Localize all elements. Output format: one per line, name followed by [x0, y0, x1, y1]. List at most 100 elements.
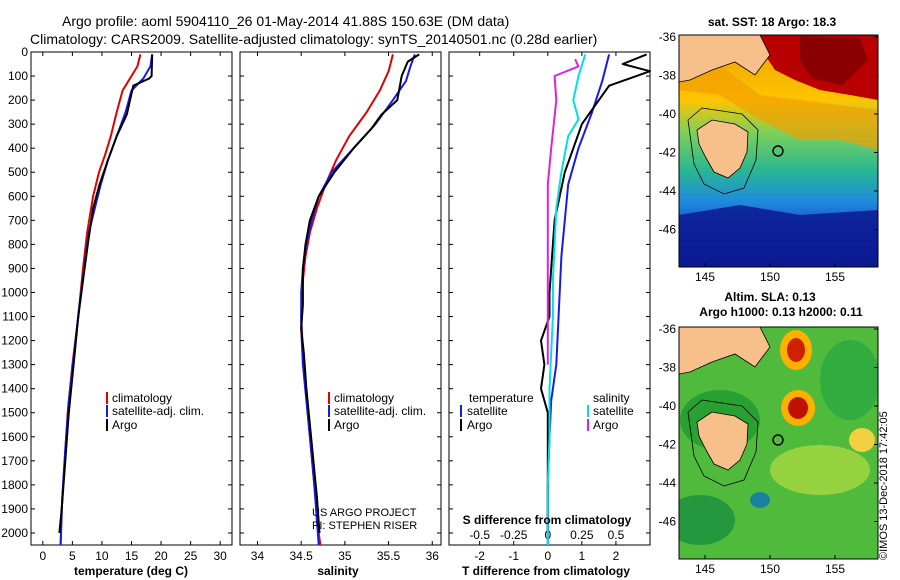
x-tick-label: 35: [338, 549, 352, 563]
map-lat-tick-label: -42: [659, 146, 677, 160]
map-lat-tick-label: -40: [659, 107, 677, 121]
project-annotation-line2: PI: STEPHEN RISER: [312, 520, 417, 532]
sst-map-frame: [678, 34, 879, 268]
depth-tick-label: 1600: [1, 430, 28, 444]
temperature-xlabel: temperature (deg C): [74, 564, 188, 578]
legend-satellite-label: satellite-adj. clim.: [334, 404, 426, 418]
s-difference-tick-label: 0.25: [570, 528, 594, 542]
salinity-plot-frame: [239, 51, 442, 546]
s-difference-xlabel: S difference from climatology: [463, 513, 632, 527]
map-lat-tick-label: -44: [659, 184, 677, 198]
legend-satellite-label: satellite-adj. clim.: [112, 404, 204, 418]
series-line-argo: [58, 54, 154, 534]
sla-map: Altim. SLA: 0.13 Argo h1000: 0.13 h2000:…: [659, 290, 879, 576]
x-tick-label: 35.5: [377, 549, 401, 563]
depth-tick-label: 700: [8, 213, 28, 227]
x-tick-label: 15: [125, 549, 139, 563]
depth-tick-label: 400: [8, 141, 28, 155]
x-tick-label: 2: [613, 549, 620, 563]
map-lat-tick-label: -46: [659, 515, 677, 529]
s-difference-tick-label: -0.5: [469, 528, 490, 542]
difference-panel: -2 -1 0 1 2 -0.5 -0.25 0 0.25 0.5 S difference f…: [448, 51, 651, 578]
sla-map-frame: [678, 326, 879, 560]
series-line-t-argo: [540, 53, 651, 533]
header-line1: Argo profile: aoml 5904110_26 01-May-201…: [62, 13, 509, 29]
x-tick-label: -2: [474, 549, 485, 563]
legend-t-satellite-label: satellite: [467, 404, 508, 418]
map-lon-tick-label: 155: [825, 562, 845, 576]
map-lon-tick-label: 150: [760, 562, 780, 576]
legend-argo-label: Argo: [334, 418, 360, 432]
sst-map-title: sat. SST: 18 Argo: 18.3: [708, 15, 837, 29]
x-tick-label: 0: [544, 549, 551, 563]
map-lon-tick-label: 150: [760, 270, 780, 284]
depth-tick-label: 1700: [1, 454, 28, 468]
temperature-panel: 0100200300400500600700800900100011001200…: [1, 45, 233, 578]
map-lat-tick-label: -42: [659, 438, 677, 452]
depth-tick-label: 300: [8, 117, 28, 131]
s-difference-tick-label: -0.25: [500, 528, 528, 542]
sla-map-title2: Argo h1000: 0.13 h2000: 0.11: [699, 305, 863, 319]
map-lat-tick-label: -38: [659, 361, 677, 375]
sla-mainland: [679, 327, 771, 375]
t-difference-xlabel: T difference from climatology: [462, 564, 630, 578]
difference-legend: temperature satellite Argo salinity sate…: [460, 391, 634, 432]
sla-field: [679, 327, 878, 559]
depth-tick-label: 2000: [1, 526, 28, 540]
salinity-legend: climatology satellite-adj. clim. Argo: [328, 391, 426, 432]
depth-tick-label: 1800: [1, 478, 28, 492]
header-line2: Climatology: CARS2009. Satellite-adjuste…: [30, 31, 597, 47]
depth-tick-label: 500: [8, 165, 28, 179]
sst-tasmania: [696, 119, 749, 179]
series-line-s-argo: [546, 58, 580, 365]
depth-tick-label: 1200: [1, 334, 28, 348]
map-lon-tick-label: 155: [825, 270, 845, 284]
sla-argo-location-marker: [772, 434, 784, 446]
sst-argo-location-marker: [772, 145, 784, 157]
depth-tick-label: 1300: [1, 358, 28, 372]
legend-s-argo-label: Argo: [593, 418, 619, 432]
legend-temperature-title: temperature: [469, 391, 534, 405]
legend-s-satellite-label: satellite: [593, 404, 634, 418]
depth-tick-label: 1000: [1, 285, 28, 299]
depth-tick-label: 200: [8, 93, 28, 107]
x-tick-label: 25: [184, 549, 198, 563]
depth-tick-label: 0: [21, 45, 28, 59]
depth-tick-label: 1500: [1, 406, 28, 420]
depth-tick-label: 1900: [1, 502, 28, 516]
x-tick-label: -1: [508, 549, 519, 563]
map-lon-tick-label: 145: [695, 562, 715, 576]
sst-map: sat. SST: 18 Argo: 18.3 145 150 155 -36 -38 -…: [659, 15, 879, 284]
depth-tick-label: 900: [8, 261, 28, 275]
temperature-plot-frame: [30, 51, 233, 546]
map-lat-tick-label: -46: [659, 223, 677, 237]
temperature-legend: climatology satellite-adj. clim. Argo: [106, 391, 204, 432]
series-line-satellite-adj-clim-: [300, 54, 416, 546]
x-tick-label: 30: [213, 549, 227, 563]
x-tick-label: 1: [579, 549, 586, 563]
map-lat-tick-label: -40: [659, 399, 677, 413]
x-tick-label: 34.5: [289, 549, 313, 563]
series-line-argo: [300, 53, 420, 534]
x-tick-label: 20: [154, 549, 168, 563]
project-annotation-line1: US ARGO PROJECT: [312, 507, 417, 519]
map-lat-tick-label: -38: [659, 69, 677, 83]
legend-t-argo-label: Argo: [467, 418, 493, 432]
depth-tick-label: 1400: [1, 382, 28, 396]
salinity-xlabel: salinity: [317, 564, 359, 578]
legend-climatology-label: climatology: [334, 391, 394, 405]
legend-salinity-title: salinity: [593, 391, 630, 405]
legend-argo-label: Argo: [112, 418, 138, 432]
sst-field: [679, 35, 878, 267]
map-lon-tick-label: 145: [695, 270, 715, 284]
sla-tasmania: [696, 411, 749, 471]
depth-tick-label: 800: [8, 237, 28, 251]
s-difference-tick-label: 0.5: [608, 528, 625, 542]
x-tick-label: 5: [69, 549, 76, 563]
map-lat-tick-label: -36: [659, 322, 677, 336]
depth-tick-label: 1100: [2, 310, 28, 324]
x-tick-label: 10: [95, 549, 109, 563]
salinity-panel: 34 34.5 35 35.5 36 salinity climatology sate…: [239, 51, 442, 578]
map-lat-tick-label: -44: [659, 476, 677, 490]
